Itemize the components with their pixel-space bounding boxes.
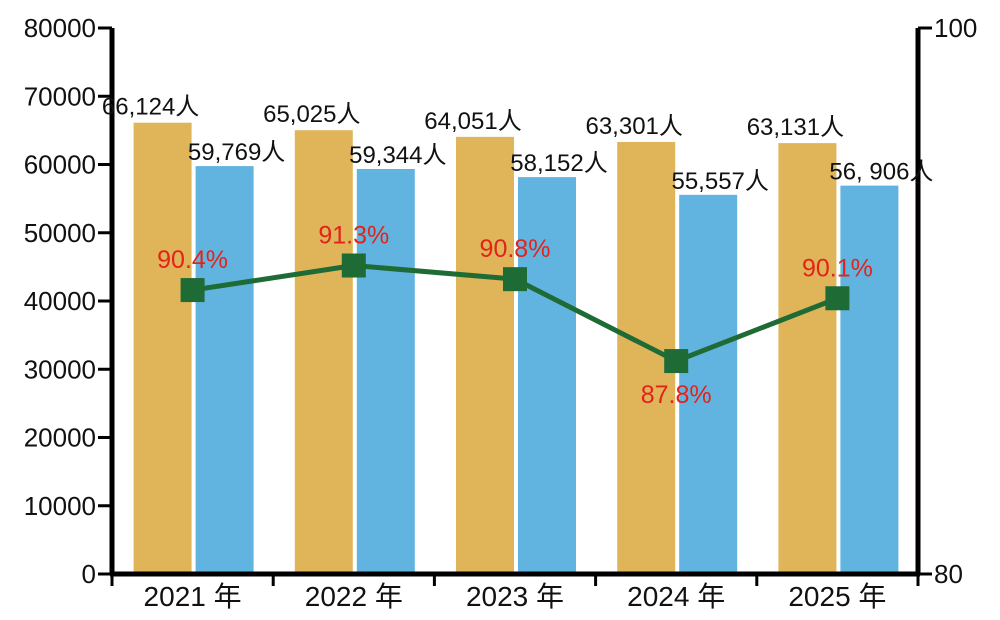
rate-marker: [341, 253, 366, 278]
bar-data-label: 59,344人: [349, 142, 446, 169]
bar: [195, 166, 254, 574]
y-right-tick-label: 80: [934, 559, 963, 589]
bar-data-label: 58,152人: [510, 150, 607, 177]
y-left-tick-label: 40000: [24, 286, 96, 316]
y-left-tick-label: 60000: [24, 150, 96, 180]
label-group: 66,124人 65,025人 64,051人 63,301人 63,131人 59,76…: [102, 94, 934, 409]
y-left-tick-label: 0: [82, 559, 96, 589]
x-tick-label: 2022 年: [305, 581, 403, 612]
y-left-tick-label: 20000: [24, 423, 96, 453]
x-tick-label: 2025 年: [788, 581, 886, 612]
rate-marker: [825, 286, 850, 311]
bar-data-label: 64,051人: [424, 108, 521, 135]
y-left-tick-label: 30000: [24, 354, 96, 384]
rate-data-label: 91.3%: [318, 222, 389, 250]
rate-marker: [180, 278, 205, 303]
x-tick-label: 2021 年: [144, 581, 242, 612]
y-left-tick-label: 80000: [24, 13, 96, 43]
bar: [456, 136, 514, 574]
rate-line-group: [180, 253, 850, 374]
bar: [840, 185, 899, 574]
bar-data-label: 56, 906人: [829, 159, 933, 186]
bar-data-label: 65,025人: [263, 101, 360, 128]
bar-data-label: 63,301人: [585, 113, 682, 140]
rate-data-label: 90.8%: [480, 235, 551, 263]
rate-data-label: 87.8%: [641, 381, 712, 409]
bar: [518, 177, 576, 574]
x-tick-label: 2024 年: [627, 581, 725, 612]
axes: 0 10000 20000 30000 40000 50000 60000 70000 8000…: [24, 13, 978, 612]
rate-data-label: 90.4%: [157, 246, 228, 274]
y-right-tick-label: 100: [934, 13, 977, 43]
rate-data-label: 90.1%: [802, 254, 873, 282]
bar: [679, 194, 738, 574]
bar-data-label: 55,557人: [671, 168, 768, 195]
bar-group: [133, 122, 899, 574]
bar-data-label: 66,124人: [102, 94, 199, 121]
y-left-tick-label: 70000: [24, 81, 96, 111]
bar-data-label: 59,769人: [188, 139, 285, 166]
bar-data-label: 63,131人: [747, 114, 844, 141]
y-left-tick-label: 50000: [24, 218, 96, 248]
rate-marker: [664, 349, 689, 374]
y-left-tick-label: 10000: [24, 491, 96, 521]
x-tick-label: 2023 年: [466, 581, 564, 612]
rate-marker: [503, 267, 527, 292]
bar: [356, 168, 415, 574]
bar: [294, 130, 353, 574]
bar: [778, 143, 837, 574]
bar: [133, 122, 192, 574]
